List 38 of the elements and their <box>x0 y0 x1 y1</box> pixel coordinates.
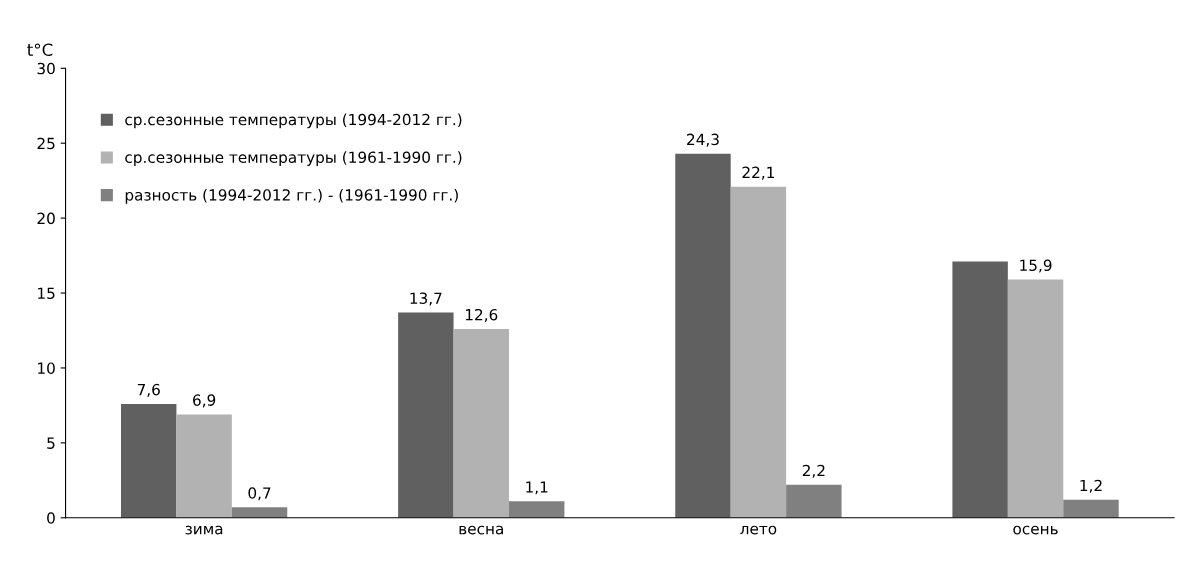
y-tick-label: 30 <box>37 62 55 75</box>
data-label: 15,9 <box>1020 259 1052 273</box>
y-tick-label: 25 <box>37 137 55 150</box>
y-tick-label: 15 <box>38 287 55 300</box>
data-label: 12,6 <box>465 308 498 323</box>
y-tick-label: 0 <box>47 512 55 524</box>
data-label: 1,2 <box>1080 479 1102 493</box>
data-label: 24,3 <box>687 133 719 147</box>
x-tick-label: осень <box>1013 525 1058 535</box>
legend-label: ср.сезонные температуры (1994-2012 гг.) <box>125 113 462 129</box>
bar <box>952 261 1008 518</box>
legend-label: разность (1994-2012 гг.) - (1961-1990 гг.) <box>125 188 458 204</box>
bar <box>120 403 177 518</box>
bar <box>508 501 565 518</box>
data-label: 22,1 <box>742 166 775 180</box>
bar <box>398 312 454 518</box>
data-label: 0,7 <box>248 487 271 501</box>
bar <box>453 329 509 518</box>
data-label: 13,7 <box>410 292 442 306</box>
bar <box>730 186 787 518</box>
bar <box>176 414 232 518</box>
x-tick-label: весна <box>459 525 503 535</box>
y-axis-title: t°C <box>27 43 53 57</box>
y-tick-label: 10 <box>38 362 55 374</box>
bar <box>1063 499 1119 518</box>
y-tick-label: 5 <box>47 437 55 449</box>
x-tick-label: лето <box>740 525 777 535</box>
bar <box>1007 279 1064 518</box>
bar <box>675 153 731 518</box>
bar <box>231 507 288 518</box>
data-label: 2,2 <box>802 464 825 478</box>
legend-label: ср.сезонные температуры (1961-1990 гг.) <box>125 151 462 166</box>
data-label: 1,1 <box>526 481 548 495</box>
bar <box>786 484 842 518</box>
data-label: 6,9 <box>193 394 216 408</box>
data-label: 7,6 <box>137 383 160 397</box>
x-tick-label: зима <box>185 525 223 535</box>
y-tick-label: 20 <box>37 212 55 225</box>
